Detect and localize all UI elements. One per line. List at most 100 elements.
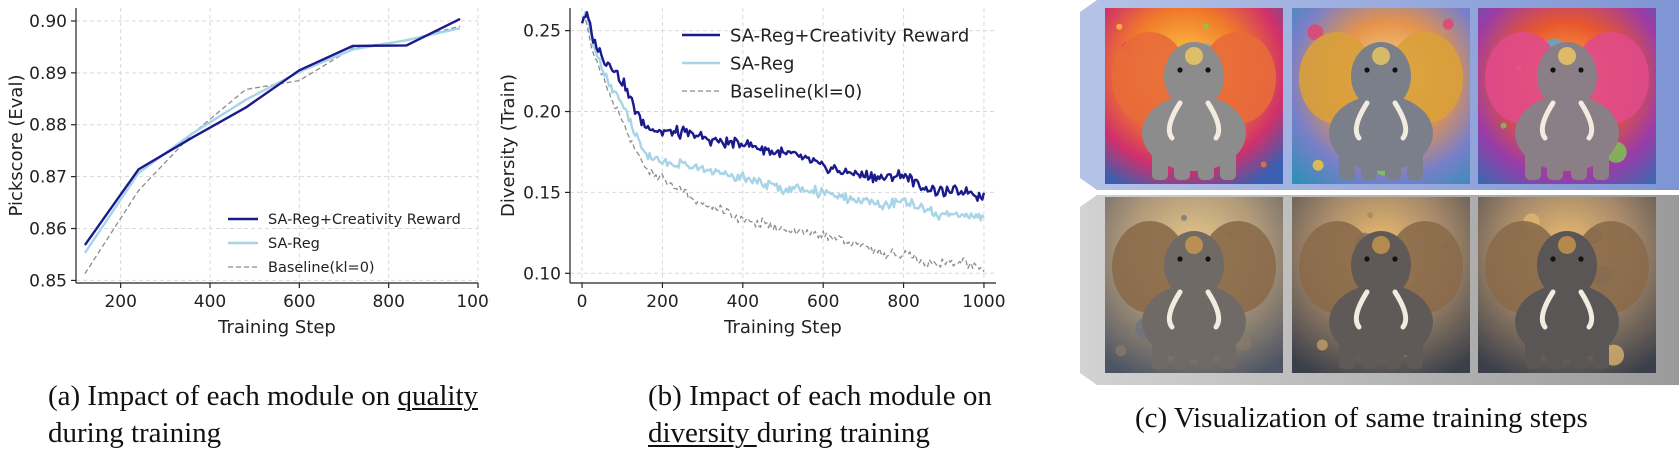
trunk bbox=[1558, 282, 1581, 357]
x-tick-label: 1000 bbox=[456, 292, 490, 312]
eye-right bbox=[1578, 67, 1584, 73]
y-axis-label: Diversity (Train) bbox=[498, 74, 519, 217]
paint-splash bbox=[1515, 64, 1522, 71]
forehead-pattern bbox=[1558, 236, 1576, 254]
y-tick-label: 0.10 bbox=[523, 264, 561, 284]
tusk-left bbox=[1166, 100, 1183, 141]
trunk bbox=[1372, 282, 1395, 357]
body bbox=[1329, 95, 1433, 171]
paint-splash bbox=[1371, 96, 1378, 103]
y-tick-label: 0.20 bbox=[523, 103, 561, 123]
paint-splash bbox=[1196, 111, 1213, 128]
caption-b: (b) Impact of each module on diversity d… bbox=[648, 380, 992, 449]
image-background bbox=[1478, 8, 1656, 184]
paint-splash bbox=[1437, 79, 1444, 86]
paint-splash bbox=[1605, 141, 1627, 163]
eye-right bbox=[1205, 67, 1211, 73]
eye-left bbox=[1177, 67, 1183, 73]
body bbox=[1329, 284, 1433, 360]
trunk bbox=[1558, 93, 1581, 168]
image-background bbox=[1292, 8, 1470, 184]
paint-splash bbox=[1164, 145, 1181, 162]
paint-splash bbox=[1312, 159, 1324, 171]
paint-splash bbox=[1356, 76, 1378, 98]
x-tick-label: 200 bbox=[646, 292, 678, 312]
paint-splash bbox=[1603, 344, 1625, 366]
row-frame-colorful bbox=[1080, 0, 1679, 190]
elephant-muted-2 bbox=[1292, 197, 1470, 373]
tusk-right bbox=[1392, 289, 1409, 330]
row-frame-muted bbox=[1080, 195, 1679, 385]
paint-splash bbox=[1609, 268, 1616, 275]
eye-left bbox=[1364, 67, 1370, 73]
paint-splash bbox=[1177, 268, 1199, 290]
trunk bbox=[1185, 282, 1208, 357]
leg bbox=[1198, 138, 1214, 180]
y-tick-label: 0.86 bbox=[29, 220, 67, 240]
paint-splash bbox=[1373, 107, 1390, 124]
tusk-left bbox=[1539, 100, 1556, 141]
paint-splash bbox=[1377, 120, 1384, 127]
body bbox=[1142, 95, 1246, 171]
leg bbox=[1593, 327, 1609, 369]
paint-splash bbox=[1199, 150, 1211, 162]
paint-splash bbox=[1116, 23, 1123, 30]
paint-splash bbox=[1563, 348, 1575, 360]
y-tick-label: 0.25 bbox=[523, 22, 561, 42]
ear-right bbox=[1573, 32, 1649, 124]
leg bbox=[1152, 138, 1168, 180]
leg bbox=[1407, 327, 1423, 369]
elephant-muted-1 bbox=[1105, 197, 1283, 373]
y-tick-label: 0.89 bbox=[29, 64, 67, 84]
eye-left bbox=[1550, 67, 1556, 73]
paint-splash bbox=[1415, 329, 1427, 341]
tusk-left bbox=[1353, 289, 1370, 330]
series-line-sa-reg-creativity-reward bbox=[83, 17, 461, 246]
image-background bbox=[1478, 197, 1656, 373]
leg bbox=[1571, 138, 1587, 180]
forehead-pattern bbox=[1372, 47, 1390, 65]
paint-splash bbox=[1135, 317, 1157, 339]
legend-label: SA-Reg+Creativity Reward bbox=[730, 25, 969, 46]
paint-splash bbox=[1211, 349, 1218, 356]
paint-splash bbox=[1194, 140, 1206, 152]
y-tick-label: 0.90 bbox=[29, 12, 67, 32]
paint-splash bbox=[1387, 117, 1399, 129]
ear-left bbox=[1299, 32, 1375, 124]
paint-splash bbox=[1401, 350, 1408, 357]
x-tick-label: 400 bbox=[727, 292, 759, 312]
paint-splash bbox=[1223, 293, 1235, 305]
tusk-left bbox=[1353, 100, 1370, 141]
x-axis-label: Training Step bbox=[217, 317, 336, 338]
body bbox=[1142, 284, 1246, 360]
leg bbox=[1525, 138, 1541, 180]
paint-splash bbox=[1367, 212, 1374, 219]
paint-splash bbox=[1353, 328, 1370, 345]
tusk-left bbox=[1539, 289, 1556, 330]
image-background bbox=[1292, 197, 1470, 373]
forehead-pattern bbox=[1185, 47, 1203, 65]
paint-splash bbox=[1374, 154, 1396, 176]
ear-right bbox=[1387, 32, 1463, 124]
leg bbox=[1174, 138, 1190, 180]
paint-splash bbox=[1585, 227, 1602, 244]
paint-splash bbox=[1235, 334, 1252, 351]
paint-splash bbox=[1226, 231, 1233, 238]
leg bbox=[1339, 327, 1355, 369]
x-tick-label: 1000 bbox=[962, 292, 1005, 312]
paint-splash bbox=[1397, 338, 1409, 350]
paint-splash bbox=[1194, 43, 1216, 65]
paint-splash bbox=[1543, 38, 1565, 60]
paint-splash bbox=[1354, 232, 1376, 254]
elephant-muted-3 bbox=[1478, 197, 1656, 373]
y-axis-label: Pickscore (Eval) bbox=[6, 75, 27, 217]
trunk bbox=[1372, 93, 1395, 168]
paint-splash bbox=[1441, 242, 1448, 249]
ear-left bbox=[1112, 32, 1188, 124]
body bbox=[1515, 284, 1619, 360]
leg bbox=[1525, 327, 1541, 369]
ear-left bbox=[1485, 221, 1561, 313]
leg bbox=[1220, 138, 1236, 180]
paint-splash bbox=[1561, 151, 1573, 163]
x-tick-label: 800 bbox=[372, 292, 404, 312]
